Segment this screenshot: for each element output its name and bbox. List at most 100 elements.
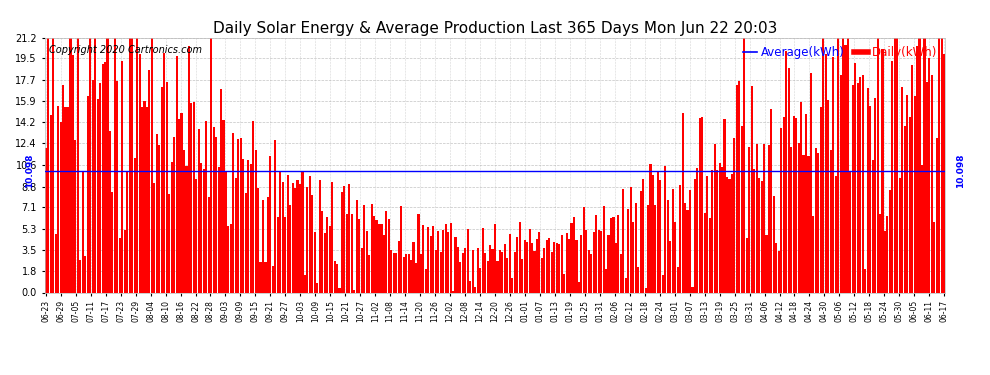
Bar	[494, 224, 496, 292]
Bar	[74, 140, 76, 292]
Bar	[788, 69, 790, 292]
Bar	[435, 251, 437, 292]
Bar	[54, 234, 56, 292]
Bar	[45, 148, 47, 292]
Bar	[329, 226, 331, 292]
Bar	[840, 75, 842, 292]
Bar	[350, 214, 352, 292]
Bar	[539, 232, 541, 292]
Bar	[129, 16, 131, 292]
Bar	[254, 150, 256, 292]
Bar	[311, 195, 314, 292]
Bar	[296, 180, 299, 292]
Bar	[590, 254, 592, 292]
Bar	[884, 231, 886, 292]
Bar	[869, 106, 871, 292]
Bar	[326, 217, 329, 292]
Bar	[618, 215, 620, 292]
Bar	[519, 222, 521, 292]
Bar	[906, 95, 908, 292]
Text: 10.098: 10.098	[956, 154, 965, 188]
Bar	[666, 200, 669, 292]
Bar	[299, 184, 301, 292]
Bar	[370, 204, 372, 292]
Bar	[77, 5, 79, 292]
Bar	[763, 144, 765, 292]
Bar	[891, 61, 893, 292]
Bar	[598, 230, 600, 292]
Bar	[864, 269, 866, 292]
Bar	[452, 291, 454, 292]
Bar	[472, 250, 474, 292]
Bar	[849, 172, 851, 292]
Bar	[230, 224, 232, 292]
Bar	[818, 153, 820, 292]
Bar	[252, 121, 254, 292]
Bar	[743, 38, 745, 292]
Bar	[309, 176, 311, 292]
Bar	[534, 251, 536, 292]
Bar	[124, 230, 126, 292]
Bar	[699, 118, 701, 292]
Bar	[859, 77, 861, 292]
Bar	[136, 26, 139, 292]
Bar	[889, 190, 891, 292]
Bar	[195, 179, 197, 292]
Bar	[758, 178, 760, 292]
Bar	[833, 57, 835, 292]
Bar	[659, 180, 661, 292]
Bar	[943, 54, 945, 292]
Bar	[274, 140, 276, 292]
Bar	[719, 163, 721, 292]
Bar	[548, 238, 550, 292]
Bar	[173, 136, 175, 292]
Bar	[358, 219, 360, 292]
Bar	[418, 214, 420, 292]
Bar	[97, 99, 99, 292]
Bar	[390, 250, 392, 292]
Bar	[521, 260, 523, 292]
Bar	[813, 216, 815, 292]
Bar	[433, 226, 435, 292]
Bar	[289, 206, 291, 292]
Bar	[640, 190, 642, 292]
Bar	[301, 171, 304, 292]
Bar	[150, 17, 153, 292]
Bar	[59, 122, 61, 292]
Bar	[846, 0, 849, 292]
Bar	[481, 228, 484, 292]
Bar	[469, 281, 471, 292]
Bar	[141, 107, 144, 292]
Bar	[861, 75, 864, 292]
Bar	[669, 240, 671, 292]
Bar	[716, 170, 718, 292]
Bar	[353, 290, 355, 292]
Bar	[886, 216, 888, 292]
Bar	[277, 217, 279, 292]
Bar	[79, 260, 81, 292]
Bar	[464, 248, 466, 292]
Bar	[704, 213, 706, 292]
Bar	[400, 206, 402, 292]
Bar	[321, 211, 324, 292]
Bar	[896, 13, 898, 292]
Bar	[491, 249, 494, 292]
Bar	[904, 126, 906, 292]
Bar	[775, 243, 777, 292]
Bar	[375, 220, 377, 292]
Bar	[240, 138, 242, 292]
Bar	[830, 150, 832, 292]
Bar	[447, 232, 449, 292]
Bar	[415, 263, 417, 292]
Bar	[139, 54, 141, 292]
Bar	[729, 178, 731, 292]
Bar	[656, 172, 659, 292]
Bar	[213, 127, 215, 292]
Bar	[144, 101, 146, 292]
Bar	[550, 252, 552, 292]
Bar	[516, 237, 518, 292]
Bar	[661, 275, 664, 292]
Bar	[116, 81, 119, 292]
Bar	[578, 282, 580, 292]
Bar	[739, 81, 741, 292]
